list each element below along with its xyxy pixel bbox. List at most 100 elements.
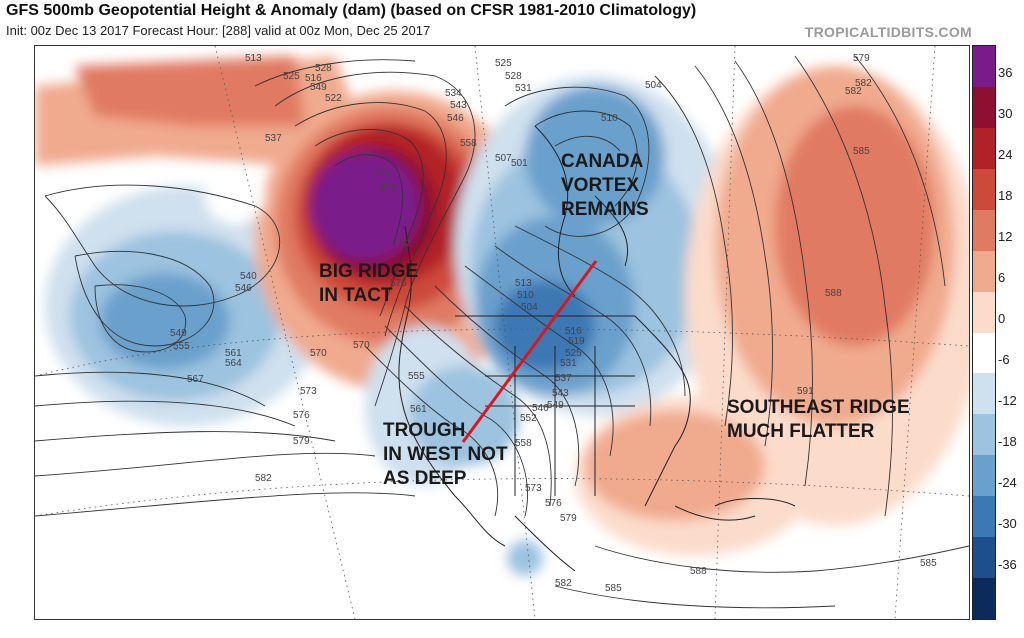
contour-label: 528 — [505, 71, 522, 82]
contour-label: 558 — [515, 438, 532, 449]
map-title: GFS 500mb Geopotential Height & Anomaly … — [6, 2, 697, 19]
colorbar-segment — [973, 578, 995, 620]
header: GFS 500mb Geopotential Height & Anomaly … — [6, 2, 696, 38]
contour-label: 519 — [568, 336, 585, 347]
contour-label: 576 — [293, 410, 310, 421]
contour-label: 501 — [511, 158, 528, 169]
contour-label: 561 — [410, 404, 427, 415]
contour-label: 555 — [173, 341, 190, 352]
contour-label: 582 — [855, 78, 872, 89]
contour-label: 528 — [315, 63, 332, 74]
colorbar-tick-label: -12 — [998, 392, 1017, 408]
contour-label: 585 — [920, 558, 937, 569]
contour-label: 546 — [447, 113, 464, 124]
map-subtitle: Init: 00z Dec 13 2017 Forecast Hour: [28… — [6, 23, 431, 38]
contour-label: 516 — [305, 73, 322, 84]
anomaly-map: 5135255285165495225375345435465585675735… — [35, 46, 969, 619]
contour-label: 549 — [310, 82, 327, 93]
contour-label: 579 — [853, 53, 870, 64]
contour-label: 534 — [445, 88, 462, 99]
colorbar-tick-label: 6 — [998, 270, 1006, 286]
map-panel: 513 525 528 516 549 522 537 534 543 546 558 567 573 5… — [34, 45, 970, 620]
colorbar-tick-label: -24 — [998, 474, 1017, 490]
contour-label: 588 — [690, 566, 707, 577]
colorbar-segment — [973, 250, 995, 293]
colorbar-tick-label: 0 — [998, 311, 1006, 327]
contour-label: 582 — [845, 86, 862, 97]
colorbar-segment — [973, 373, 995, 415]
contour-label: 507 — [495, 153, 512, 164]
contour-label: 531 — [515, 83, 532, 94]
contour-label: 525 — [495, 58, 512, 69]
contour-label: 585 — [605, 583, 622, 594]
contour-labels: 5135255285165495225375345435465585675735… — [170, 53, 937, 594]
contour-label: 567 — [375, 168, 392, 179]
contour-label: 525 — [283, 71, 300, 82]
colorbar-segment — [973, 46, 995, 88]
contour-label: 537 — [555, 373, 572, 384]
colorbar-tick-label: 30 — [998, 106, 1013, 122]
contour-label: 588 — [825, 288, 842, 299]
annotation-southeast-ridge: SOUTHEAST RIDGE MUCH FLATTER — [727, 397, 910, 442]
colorbar-tick-label: -30 — [998, 515, 1017, 531]
contour-label: 549 — [170, 328, 187, 339]
contour-label: 540 — [240, 271, 257, 282]
annotation-canada-vortex: CANADA VORTEX REMAINS — [561, 151, 649, 220]
contour-label: 582 — [255, 473, 272, 484]
colorbar-segment — [973, 414, 995, 456]
contour-label: 576 — [390, 278, 407, 289]
trend-line — [461, 260, 598, 443]
contour-label: 573 — [525, 483, 542, 494]
contour-label: 582 — [555, 578, 572, 589]
contour-label: 531 — [560, 358, 577, 369]
annotation-trough-west: TROUGH IN WEST NOT AS DEEP — [383, 420, 508, 489]
colorbar-tick-label: 24 — [998, 147, 1013, 163]
contour-label: 576 — [545, 498, 562, 509]
colorbar-segment — [973, 209, 995, 252]
contour-label: 522 — [325, 93, 342, 104]
contour-label: 579 — [293, 436, 310, 447]
contour-label: 546 — [532, 403, 549, 414]
colorbar-segment — [973, 455, 995, 497]
colorbar-segment — [973, 496, 995, 538]
contour-label: 510 — [517, 290, 534, 301]
contour-label: 591 — [797, 386, 814, 397]
colorbar-segment — [973, 168, 995, 211]
colorbar-tick-label: -18 — [998, 433, 1017, 449]
contour-label: 573 — [380, 183, 397, 194]
contour-label: 579 — [560, 513, 577, 524]
contour-label: 570 — [353, 340, 370, 351]
contour-label: 504 — [645, 80, 662, 91]
colorbar-tick-label: 36 — [998, 65, 1013, 81]
contour-label: 516 — [565, 326, 582, 337]
colorbar-tick-label: 12 — [998, 229, 1013, 245]
contour-label: 552 — [520, 413, 537, 424]
colorbar-segment — [973, 537, 995, 579]
colorbar-segment — [973, 127, 995, 170]
contour-label: 504 — [521, 302, 538, 313]
contour-label: 510 — [601, 113, 618, 124]
graticule — [35, 46, 969, 619]
contour-label: 573 — [300, 386, 317, 397]
contour-label: 564 — [225, 358, 242, 369]
contour-label: 525 — [565, 348, 582, 359]
anomaly-colorbar — [972, 45, 996, 620]
contour-label: 513 — [245, 53, 262, 64]
contour-label: 585 — [853, 146, 870, 157]
coastlines — [398, 125, 796, 572]
contour-label: 543 — [552, 388, 569, 399]
colorbar-tick-label: -6 — [998, 351, 1010, 367]
contour-label: 558 — [460, 138, 477, 149]
colorbar-segment — [973, 291, 995, 333]
contour-label: 543 — [450, 100, 467, 111]
brand-watermark: TROPICALTIDBITS.COM — [804, 24, 972, 40]
contour-label: 537 — [265, 133, 282, 144]
contour-label: 582 — [395, 238, 412, 249]
contour-label: 555 — [408, 371, 425, 382]
annotation-big-ridge: BIG RIDGE IN TACT — [319, 261, 419, 306]
contour-label: 567 — [187, 374, 204, 385]
contour-label: 513 — [515, 278, 532, 289]
contour-label: 549 — [547, 400, 564, 411]
colorbar-tick-label: 18 — [998, 188, 1013, 204]
colorbar-segment — [973, 86, 995, 129]
